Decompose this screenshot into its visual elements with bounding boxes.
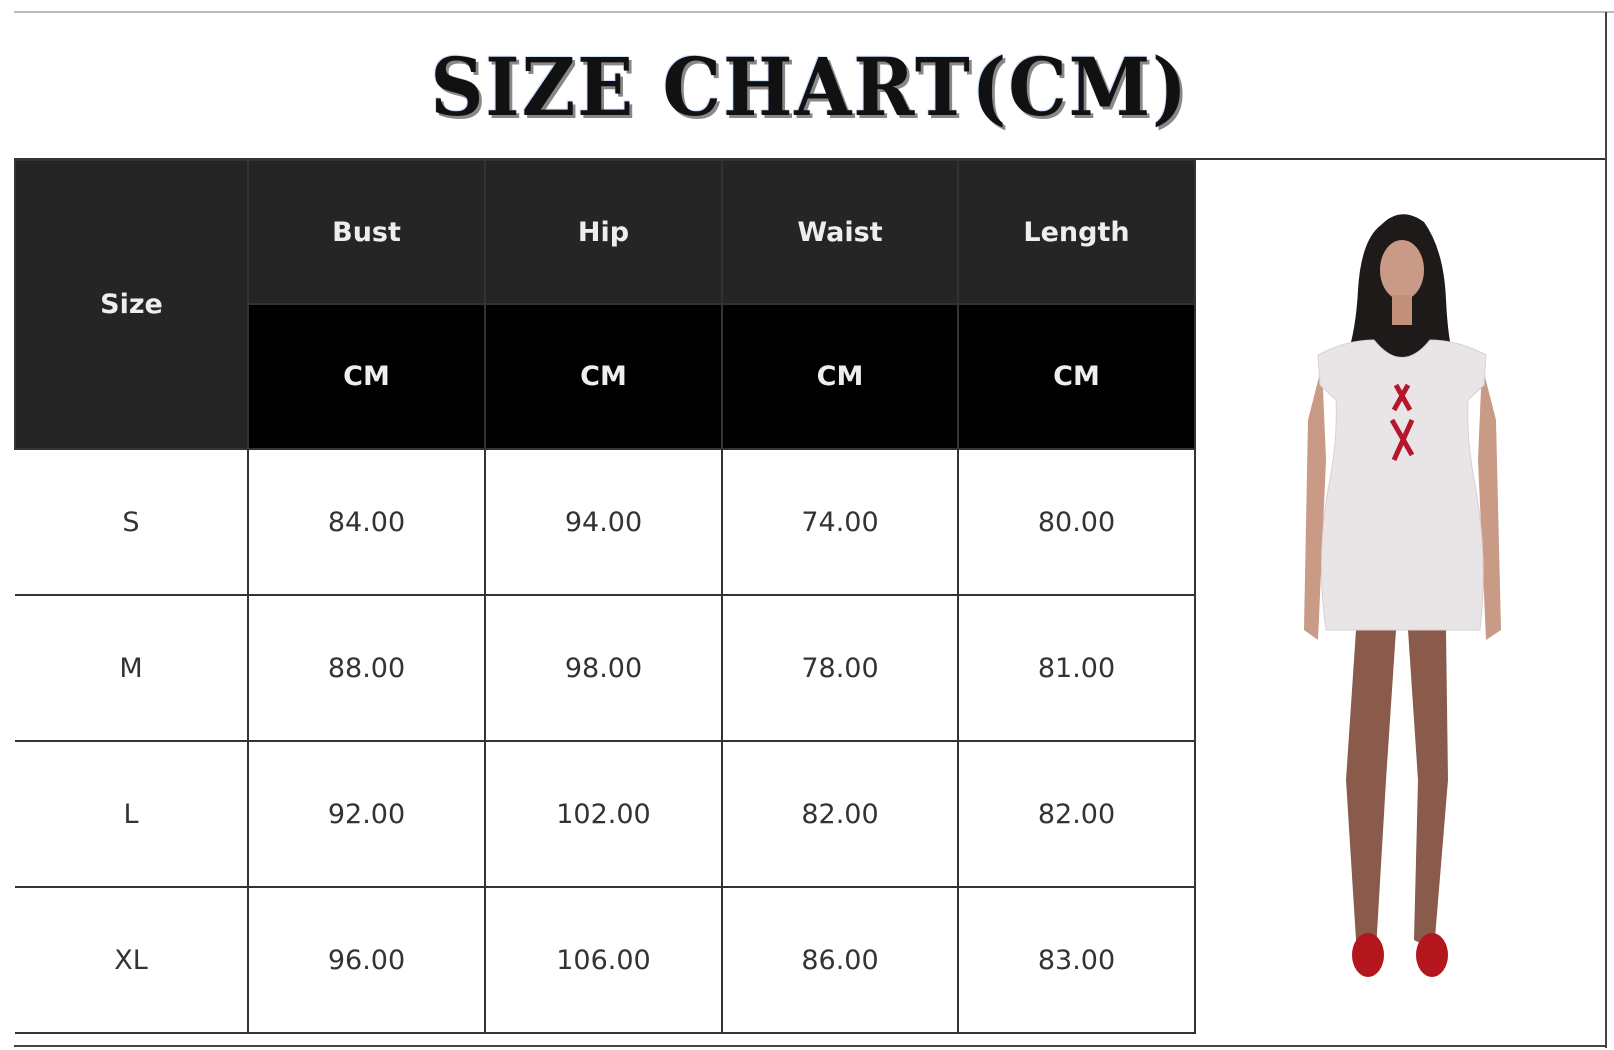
col-header-hip: Hip: [484, 159, 723, 305]
bust-cell: 88.00: [247, 594, 486, 742]
right-border: [1605, 12, 1607, 1048]
waist-cell: 86.00: [721, 886, 959, 1034]
length-cell: 83.00: [957, 886, 1196, 1034]
waist-cell: 74.00: [721, 448, 959, 596]
hip-cell: 102.00: [484, 740, 723, 888]
bust-cell: 92.00: [247, 740, 486, 888]
bottom-border: [14, 1045, 1606, 1047]
length-cell: 81.00: [957, 594, 1196, 742]
col-header-waist: Waist: [721, 159, 959, 305]
model-photo: [1196, 160, 1605, 1046]
bust-cell: 96.00: [247, 886, 486, 1034]
waist-cell: 82.00: [721, 740, 959, 888]
unit-row: CM CM CM CM: [15, 303, 1196, 450]
unit-label: CM: [484, 303, 723, 450]
table-row: L 92.00 102.00 82.00 82.00: [15, 740, 1196, 888]
title-divider: [14, 158, 1606, 160]
length-cell: 80.00: [957, 448, 1196, 596]
unit-label: CM: [247, 303, 486, 450]
size-cell: XL: [15, 886, 249, 1034]
waist-cell: 78.00: [721, 594, 959, 742]
table-row: S 84.00 94.00 74.00 80.00: [15, 448, 1196, 596]
top-border: [14, 11, 1614, 13]
col-header-bust: Bust: [247, 159, 486, 305]
bust-cell: 84.00: [247, 448, 486, 596]
size-cell: M: [15, 594, 249, 742]
col-header-length: Length: [957, 159, 1196, 305]
size-header: Size: [14, 159, 249, 450]
page-title: SIZE CHART(CM): [430, 40, 1189, 134]
header-row: Size Bust Hip Waist Length: [14, 159, 1196, 450]
model-figure-image: [1304, 214, 1501, 977]
size-cell: S: [15, 448, 249, 596]
size-cell: L: [15, 740, 249, 888]
unit-label: CM: [721, 303, 959, 450]
size-table: Size Bust Hip Waist Length CM CM CM CM S…: [14, 159, 1196, 1034]
table-row: M 88.00 98.00 78.00 81.00: [15, 594, 1196, 742]
hip-cell: 94.00: [484, 448, 723, 596]
hip-cell: 106.00: [484, 886, 723, 1034]
unit-label: CM: [957, 303, 1196, 450]
table-row: XL 96.00 106.00 86.00 83.00: [15, 886, 1196, 1034]
length-cell: 82.00: [957, 740, 1196, 888]
hip-cell: 98.00: [484, 594, 723, 742]
